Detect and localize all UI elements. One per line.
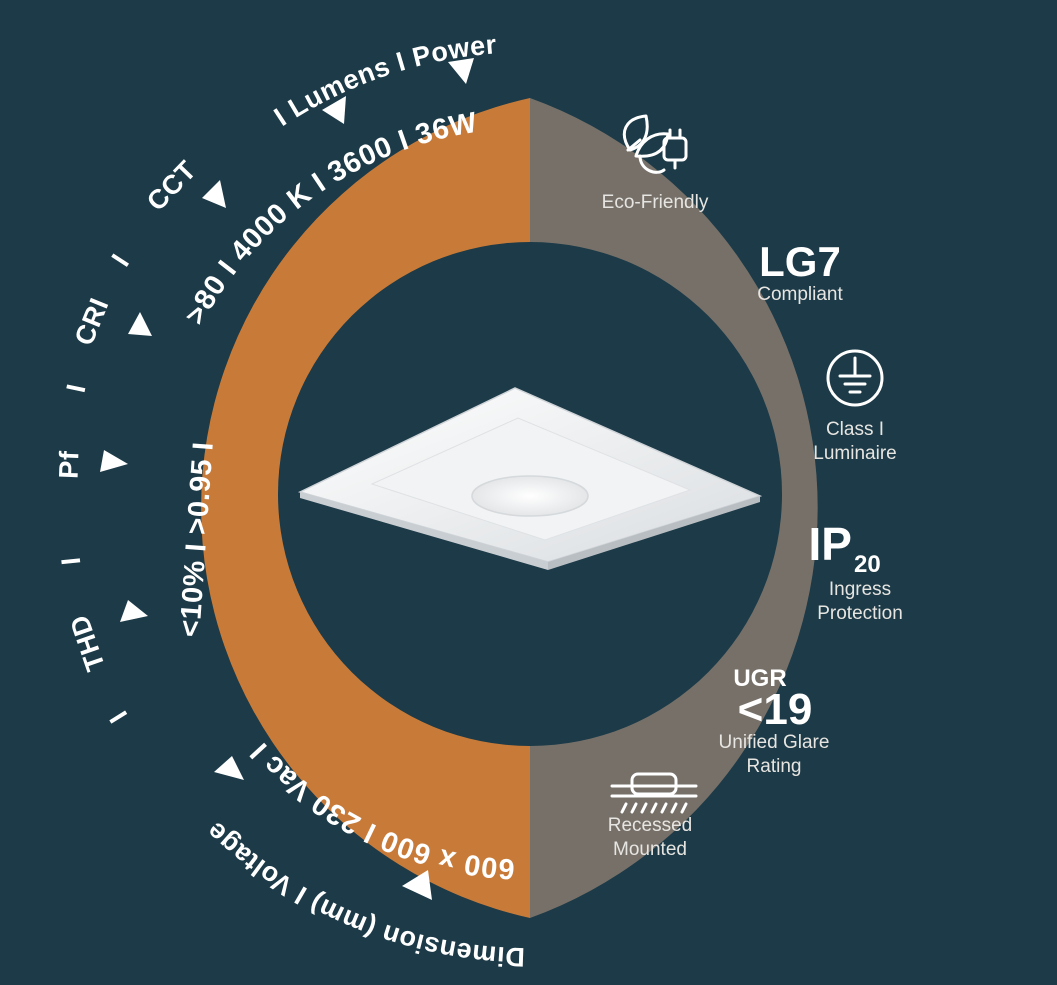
eco-leaf-plug-icon	[623, 114, 688, 174]
class-i-label: Class I	[826, 419, 884, 440]
ugr-value: <19	[738, 685, 813, 734]
ground-symbol-icon	[826, 349, 884, 407]
mounted-label: Mounted	[613, 839, 687, 860]
separator: I	[56, 555, 87, 566]
ingress-label: Ingress	[829, 579, 891, 600]
luminaire-image	[297, 387, 763, 570]
ip-rating-main: IP	[809, 518, 852, 570]
rating-label: Rating	[747, 756, 802, 777]
recessed-mount-icon	[610, 772, 698, 814]
pointer-triangle-icon	[100, 58, 474, 900]
lg7-title: LG7	[759, 238, 841, 285]
recessed-label: Recessed	[608, 815, 693, 836]
lg7-subtitle: Compliant	[757, 284, 843, 305]
ugr-label: UGR	[733, 665, 786, 692]
label-pf: Pf	[54, 450, 85, 480]
protection-label: Protection	[817, 603, 903, 624]
unified-glare-label: Unified Glare	[719, 732, 830, 753]
eco-friendly-label: Eco-Friendly	[602, 192, 709, 213]
luminaire-label: Luminaire	[813, 443, 896, 464]
ip-rating-sub: 20	[854, 551, 881, 578]
